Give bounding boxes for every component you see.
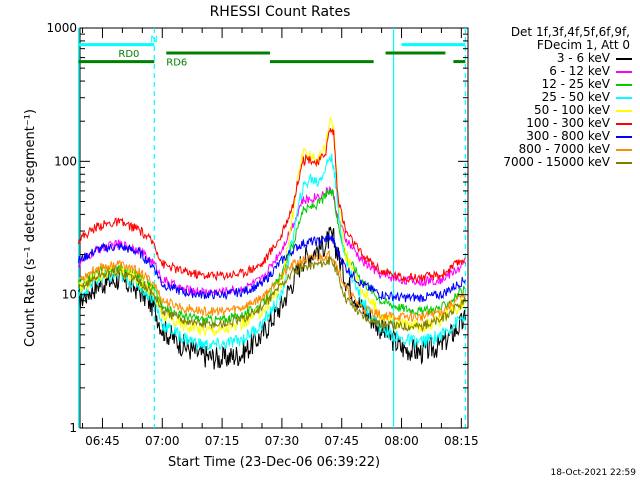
legend-entry: 7000 - 15000 keV [478,156,634,169]
legend-swatch [616,83,632,86]
y-tick-label: 1 [69,421,77,435]
x-tick-label: 07:30 [265,434,300,448]
series-line [78,249,466,322]
series-line [78,153,466,351]
legend-entry: 3 - 6 keV [478,52,634,65]
axes: 1 10 100 1000 06:45 07:00 07:15 07:30 07:45 08:00… [46,21,478,448]
legend-entry: 100 - 300 keV [478,117,634,130]
x-tick-label: 07:15 [205,434,240,448]
overlay-bars: N RD0 RD6 [77,28,466,428]
legend-swatch [616,57,632,60]
series-line [78,185,466,298]
legend-swatch [616,109,632,112]
timestamp: 18-Oct-2021 22:59 [550,468,636,478]
legend-label: 300 - 800 keV [526,129,610,143]
legend-swatch [616,148,632,151]
y-tick-label: 1000 [46,21,77,35]
y-axis-label: Count Rate (s⁻¹ detector segment⁻¹) [23,109,38,347]
series-line [78,187,466,326]
legend-label: 3 - 6 keV [556,51,610,65]
legend: Det 1f,3f,4f,5f,6f,9f, FDecim 1, Att 0 3… [478,26,634,169]
status-label-rd0: RD0 [118,49,139,60]
legend-swatch [616,122,632,125]
legend-header-line2: FDecim 1, Att 0 [536,38,630,52]
legend-entry: 25 - 50 keV [478,91,634,104]
legend-swatch [616,161,632,164]
legend-header-line1: Det 1f,3f,4f,5f,6f,9f, [510,25,630,39]
chart-title: RHESSI Count Rates [210,4,351,20]
series-line [78,254,466,333]
legend-swatch [616,96,632,99]
y-tick-label: 100 [54,154,77,168]
legend-label: 50 - 100 keV [533,103,610,117]
x-tick-label: 07:00 [145,434,180,448]
x-tick-label: 08:00 [384,434,419,448]
legend-entry: 50 - 100 keV [478,104,634,117]
legend-entry: 12 - 25 keV [478,78,634,91]
legend-label: 7000 - 15000 keV [503,155,610,169]
legend-label: 100 - 300 keV [526,116,610,130]
legend-swatch [616,70,632,73]
x-tick-label: 06:45 [85,434,120,448]
series-line [78,128,466,284]
legend-label: 800 - 7000 keV [518,142,610,156]
x-axis-label: Start Time (23-Dec-06 06:39:22) [168,455,380,470]
status-label-n: N [150,35,157,46]
legend-swatch [616,135,632,138]
legend-label: 25 - 50 keV [541,90,610,104]
legend-entry: 300 - 800 keV [478,130,634,143]
status-label-rd6: RD6 [166,58,187,69]
legend-label: 6 - 12 keV [549,64,610,78]
x-tick-label: 07:45 [324,434,359,448]
legend-entry: 800 - 7000 keV [478,143,634,156]
series-group [78,116,466,370]
legend-entry: 6 - 12 keV [478,65,634,78]
plot-frame [79,27,469,429]
y-tick-label: 10 [62,288,77,302]
legend-label: 12 - 25 keV [541,77,610,91]
x-tick-label: 08:15 [444,434,479,448]
legend-entries: 3 - 6 keV 6 - 12 keV 12 - 25 keV 25 - 50 ke… [478,52,634,169]
series-line [78,234,466,303]
